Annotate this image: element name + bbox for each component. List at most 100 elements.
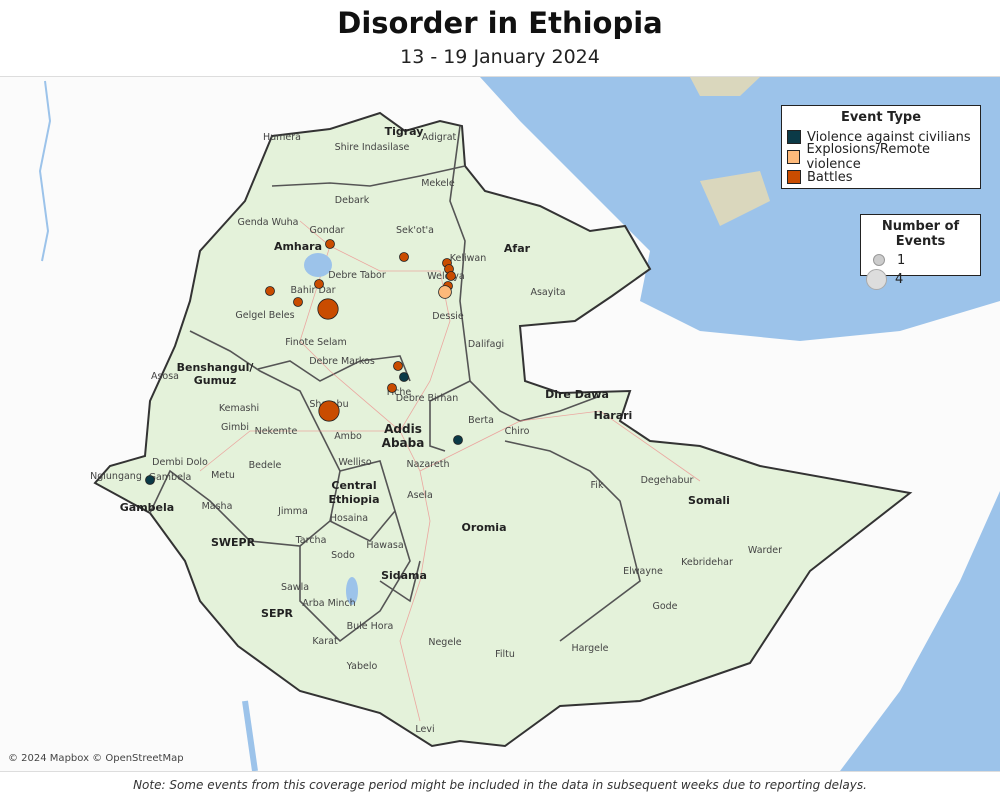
city-label: Humera: [263, 132, 301, 143]
event-marker-violence-against-civilians[interactable]: [399, 372, 409, 382]
city-label: Debre Birhan: [396, 393, 459, 404]
legend-item-violence: Violence against civilians: [782, 127, 980, 147]
region-label: Ababa: [382, 436, 425, 450]
city-label: Adigrat: [422, 132, 457, 143]
event-markers: [145, 239, 463, 485]
legend-title: Event Type: [840, 110, 922, 125]
city-label: Yabelo: [346, 661, 378, 672]
region-label: Harari: [594, 409, 633, 422]
lake-tana: [304, 253, 332, 277]
event-marker-battles[interactable]: [387, 383, 397, 393]
legend-label: 4: [895, 271, 904, 287]
city-label: Asosa: [151, 371, 179, 382]
city-label: Karat: [312, 636, 338, 647]
swatch: [787, 150, 801, 164]
size-legend: Number of Events 1 4: [860, 214, 981, 290]
size-circle: [873, 254, 885, 266]
city-label: Shire Indasilase: [335, 142, 410, 153]
city-label: Dessie: [432, 311, 464, 322]
region-label: Gambela: [120, 501, 174, 514]
swatch: [787, 130, 801, 144]
legend-item-explosions: Explosions/Remote violence: [782, 142, 980, 172]
region-label: SWEPR: [211, 536, 256, 549]
city-label: Masha: [202, 501, 233, 512]
city-label: Gimbi: [221, 422, 249, 433]
region-label: Dire Dawa: [545, 388, 609, 401]
event-marker-battles[interactable]: [399, 252, 409, 262]
city-label: Berta: [468, 415, 494, 426]
city-label: Ngiungang: [90, 471, 142, 482]
city-label: Welliso: [338, 457, 372, 468]
lake-turkana: [242, 700, 258, 772]
region-label: Addis: [384, 422, 422, 436]
city-label: Asela: [407, 490, 433, 501]
legend-title: Number of Events: [881, 219, 960, 249]
lake-abaya: [346, 577, 358, 605]
city-label: Tarcha: [295, 535, 327, 546]
event-marker-violence-against-civilians[interactable]: [145, 475, 155, 485]
event-marker-battles[interactable]: [265, 286, 275, 296]
legend-item-battles: Battles: [782, 167, 980, 187]
city-label: Genda Wuha: [237, 217, 298, 228]
desert-patch: [700, 171, 770, 226]
city-label: Kemashi: [219, 403, 259, 414]
city-label: Degehabur: [641, 475, 694, 486]
event-marker-battles[interactable]: [325, 239, 335, 249]
city-label: Hawasa: [366, 540, 403, 551]
event-marker-battles[interactable]: [446, 271, 456, 281]
region-label: Somali: [688, 494, 730, 507]
region-label: Benshangul/: [177, 361, 255, 374]
city-label: Gondar: [310, 225, 345, 236]
swatch: [787, 170, 801, 184]
city-label: Sek'ot'a: [396, 225, 434, 236]
city-label: Asayita: [530, 287, 565, 298]
city-label: Weldiya: [427, 271, 464, 282]
city-label: Dalifagi: [468, 339, 504, 350]
city-label: Kebridehar: [681, 557, 733, 568]
place-labels: Tigray Amhara Afar Benshangul/Gumuz Dire Daw…: [90, 125, 782, 735]
city-label: Levi: [415, 724, 434, 735]
event-marker-battles[interactable]: [314, 279, 324, 289]
city-label: Chiro: [505, 426, 530, 437]
city-label: Nekemte: [255, 426, 298, 437]
city-label: Hargele: [571, 643, 608, 654]
city-label: Fiche: [387, 387, 412, 398]
event-marker-battles[interactable]: [293, 297, 303, 307]
city-label: Filtu: [495, 649, 515, 660]
event-marker-explosions-remote-violence[interactable]: [438, 285, 452, 299]
indian-ocean: [840, 491, 1000, 771]
city-label: Debark: [335, 195, 370, 206]
region-label: Oromia: [462, 521, 507, 534]
city-label: Debre Markos: [309, 356, 375, 367]
event-marker-battles[interactable]: [318, 400, 340, 422]
event-type-legend: Event Type Violence against civilians Ex…: [781, 105, 981, 189]
event-marker-violence-against-civilians[interactable]: [453, 435, 463, 445]
city-label: Gode: [652, 601, 677, 612]
city-label: Gambela: [149, 472, 192, 483]
city-label: Bedele: [249, 460, 282, 471]
region-label: Afar: [504, 242, 531, 255]
footnote: Note: Some events from this coverage per…: [133, 778, 867, 792]
city-label: Mekele: [421, 178, 455, 189]
map-subtitle: 13 - 19 January 2024: [400, 46, 600, 68]
event-marker-battles[interactable]: [393, 361, 403, 371]
legend-label: 1: [897, 252, 906, 268]
city-label: Elwayne: [623, 566, 663, 577]
city-label: Sawla: [281, 582, 309, 593]
region-label: Sidama: [381, 569, 427, 582]
region-label: Ethiopia: [329, 493, 380, 506]
city-label: Sodo: [331, 550, 355, 561]
region-label: Gumuz: [194, 374, 237, 387]
city-label: Ambo: [334, 431, 362, 442]
city-label: Arba Minch: [302, 598, 355, 609]
city-label: Debre Tabor: [328, 270, 386, 281]
legend-label: Violence against civilians: [807, 129, 971, 145]
roads: [199, 220, 701, 722]
city-label: Dembi Dolo: [152, 457, 208, 468]
map-attribution[interactable]: © 2024 Mapbox © OpenStreetMap: [8, 753, 184, 764]
city-label: Jimma: [277, 506, 308, 517]
city-label: Finote Selam: [285, 337, 346, 348]
event-marker-battles[interactable]: [317, 298, 339, 320]
city-label: Gelgel Beles: [235, 310, 294, 321]
city-label: Hosaina: [330, 513, 368, 524]
